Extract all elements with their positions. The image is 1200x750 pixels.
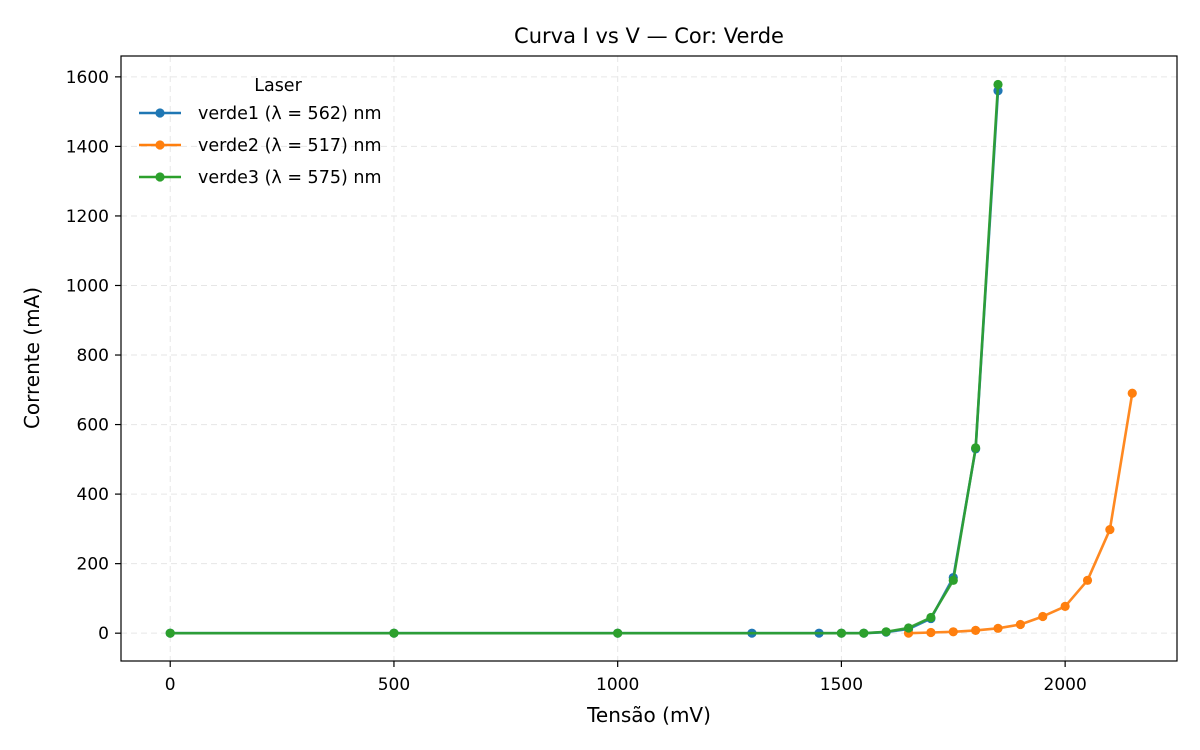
data-point	[926, 612, 936, 623]
legend-label: verde2 (λ = 517) nm	[198, 136, 382, 156]
data-point	[1038, 611, 1048, 622]
grid	[121, 56, 1177, 661]
data-point	[1105, 524, 1115, 535]
data-point	[971, 443, 981, 453]
data-point	[948, 627, 958, 637]
data-point	[389, 628, 399, 638]
legend-item-2: verde2 (λ = 517) nm	[139, 136, 382, 156]
data-point	[993, 79, 1003, 90]
series-3	[165, 79, 1003, 638]
data-point	[993, 623, 1003, 633]
chart-title: Curva I vs V — Cor: Verde	[514, 24, 784, 48]
y-tick-label: 1600	[66, 68, 109, 88]
data-point	[1082, 575, 1093, 585]
y-tick-label: 1400	[66, 137, 109, 157]
y-tick-label: 800	[77, 346, 109, 366]
y-axis-title: Corrente (mA)	[20, 287, 44, 429]
data-point	[165, 628, 175, 638]
x-tick-label: 0	[165, 675, 176, 695]
series-2	[903, 388, 1137, 638]
data-point	[903, 623, 914, 633]
y-tick-label: 0	[98, 624, 109, 644]
data-point	[926, 627, 936, 638]
ticks: 0 500 1000 1500 2000 0 200 400 600 800 1000 1200 140…	[66, 68, 1087, 695]
legend-item-1: verde1 (λ = 562) nm	[139, 104, 382, 124]
legend-marker	[155, 108, 165, 118]
x-tick-label: 1500	[820, 675, 863, 695]
legend-label: verde3 (λ = 575) nm	[198, 168, 382, 188]
x-tick-label: 1000	[596, 675, 639, 695]
legend-title: Laser	[254, 76, 302, 96]
y-tick-label: 1000	[66, 276, 109, 296]
data-point	[1127, 388, 1137, 398]
legend: Laser verde1 (λ = 562) nm verde2 (λ = 517…	[139, 76, 382, 188]
y-tick-label: 200	[77, 555, 109, 575]
legend-item-3: verde3 (λ = 575) nm	[139, 168, 382, 188]
x-tick-label: 2000	[1044, 675, 1087, 695]
data-point	[613, 628, 623, 638]
data-point	[1060, 601, 1070, 612]
data-point	[859, 628, 869, 638]
legend-label: verde1 (λ = 562) nm	[198, 104, 382, 124]
legend-marker	[155, 172, 165, 182]
data-point	[948, 575, 958, 585]
x-axis-title: Tensão (mV)	[586, 703, 711, 727]
y-tick-label: 1200	[66, 207, 109, 227]
series-layer	[165, 79, 1137, 638]
data-point	[1015, 619, 1025, 630]
y-tick-label: 400	[77, 485, 109, 505]
y-tick-label: 600	[77, 416, 109, 436]
legend-marker	[155, 140, 165, 150]
data-point	[836, 628, 847, 638]
data-point	[881, 627, 891, 637]
x-tick-label: 500	[378, 675, 410, 695]
plot-frame	[120, 55, 1178, 662]
data-point	[971, 625, 981, 636]
